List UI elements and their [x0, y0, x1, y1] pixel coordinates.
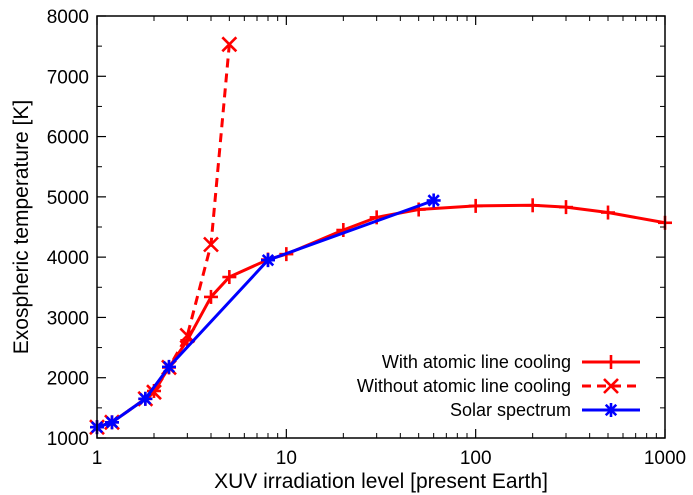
data-point [161, 359, 176, 374]
data-point [138, 391, 153, 406]
x-tick-label: 100 [460, 448, 492, 469]
plot-frame [96, 15, 666, 439]
y-axis-label: Exospheric temperature [K] [10, 100, 33, 354]
data-point [525, 198, 540, 213]
series-layer [89, 36, 672, 436]
data-point [222, 270, 237, 285]
x-axis-label: XUV irradiation level [present Earth] [214, 470, 548, 493]
data-point [221, 36, 238, 53]
y-tick-label: 4000 [47, 248, 89, 269]
x-tick-label: 10 [276, 448, 297, 469]
y-tick-label: 3000 [47, 308, 89, 329]
y-tick-label: 6000 [47, 128, 89, 149]
legend-label: With atomic line cooling [382, 352, 571, 372]
tick-layer: 1000 2000 3000 4000 5000 6000 7000 8000 1 10 100 10… [47, 7, 686, 469]
y-tick-label: 7000 [47, 67, 89, 88]
data-point [601, 205, 616, 220]
series-line [96, 44, 231, 429]
x-tick-label: 1000 [644, 448, 686, 469]
legend: With atomic line cooling Without atomic l… [357, 352, 640, 420]
data-point [203, 236, 219, 253]
y-tick-label: 2000 [47, 369, 89, 390]
legend-label: Solar spectrum [450, 400, 571, 420]
data-point [559, 200, 574, 215]
legend-item: With atomic line cooling [382, 352, 640, 372]
legend-item: Solar spectrum [450, 400, 640, 420]
legend-marker [603, 378, 619, 394]
y-tick-label: 5000 [47, 188, 89, 209]
data-point [203, 289, 218, 304]
legend-item: Without atomic line cooling [357, 376, 640, 396]
series-0 [90, 198, 672, 435]
data-point [468, 198, 483, 213]
y-tick-label: 1000 [47, 429, 89, 450]
x-tick-label: 1 [92, 448, 103, 469]
data-point [260, 253, 275, 268]
data-point [426, 193, 441, 208]
series-2 [90, 193, 441, 435]
legend-marker [604, 403, 618, 417]
y-tick-label: 8000 [47, 7, 89, 28]
legend-label: Without atomic line cooling [357, 376, 571, 396]
data-point [104, 415, 119, 430]
legend-marker [604, 355, 618, 369]
